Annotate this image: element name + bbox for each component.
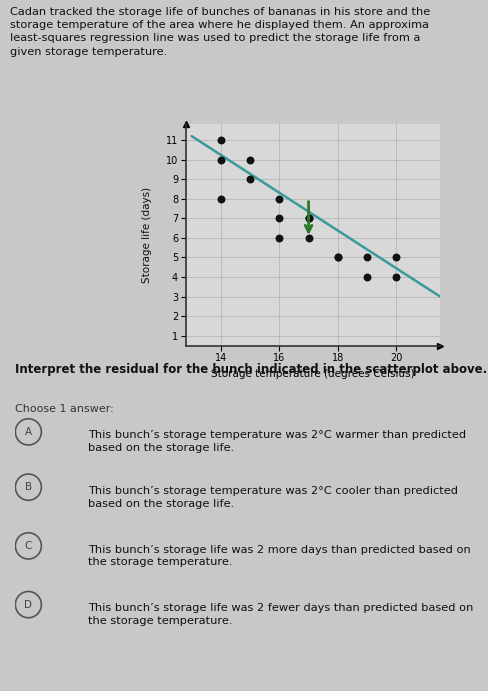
Text: B: B bbox=[25, 482, 32, 492]
Text: C: C bbox=[24, 541, 32, 551]
Point bbox=[333, 252, 341, 263]
Point bbox=[363, 252, 370, 263]
Point bbox=[245, 173, 253, 184]
Point bbox=[217, 135, 224, 146]
Point bbox=[391, 252, 399, 263]
Text: D: D bbox=[24, 600, 32, 609]
Text: This bunch’s storage life was 2 fewer days than predicted based on
the storage t: This bunch’s storage life was 2 fewer da… bbox=[88, 603, 472, 626]
Point bbox=[217, 154, 224, 165]
X-axis label: Storage temperature (degrees Celsius): Storage temperature (degrees Celsius) bbox=[211, 369, 414, 379]
Point bbox=[275, 213, 283, 224]
Text: Choose 1 answer:: Choose 1 answer: bbox=[15, 404, 113, 414]
Text: A: A bbox=[25, 427, 32, 437]
Point bbox=[391, 272, 399, 283]
Point bbox=[363, 272, 370, 283]
Text: Cadan tracked the storage life of bunches of bananas in his store and the
storag: Cadan tracked the storage life of bunche… bbox=[10, 7, 429, 57]
Text: This bunch’s storage temperature was 2°C warmer than predicted
based on the stor: This bunch’s storage temperature was 2°C… bbox=[88, 430, 465, 453]
Text: This bunch’s storage life was 2 more days than predicted based on
the storage te: This bunch’s storage life was 2 more day… bbox=[88, 545, 470, 567]
Text: Storage life (days): Storage life (days) bbox=[142, 187, 151, 283]
Point bbox=[304, 232, 312, 243]
Point bbox=[217, 193, 224, 205]
Point bbox=[304, 213, 312, 224]
Text: This bunch’s storage temperature was 2°C cooler than predicted
based on the stor: This bunch’s storage temperature was 2°C… bbox=[88, 486, 457, 509]
Text: Interpret the residual for the bunch indicated in the scatterplot above.: Interpret the residual for the bunch ind… bbox=[15, 363, 486, 376]
Point bbox=[275, 193, 283, 205]
Point bbox=[304, 213, 312, 224]
Point bbox=[333, 252, 341, 263]
Point bbox=[275, 232, 283, 243]
Point bbox=[245, 154, 253, 165]
